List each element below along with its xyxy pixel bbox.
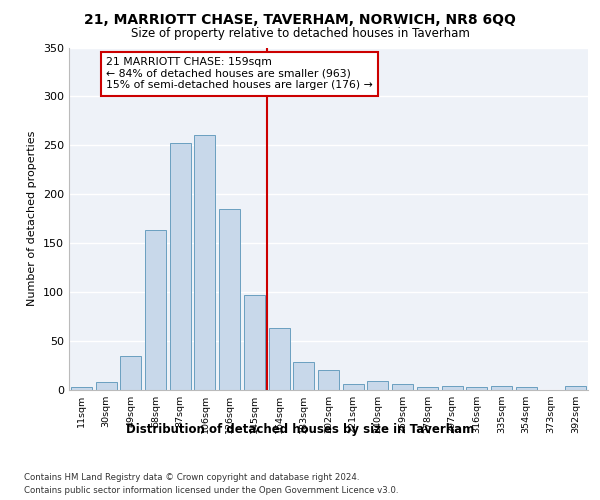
Bar [318,370,339,390]
Bar [71,387,92,390]
Bar [95,382,116,390]
Bar [293,362,314,390]
Bar [219,209,240,390]
Bar [392,384,413,390]
Bar [269,328,290,390]
Bar [170,144,191,390]
Text: 21, MARRIOTT CHASE, TAVERHAM, NORWICH, NR8 6QQ: 21, MARRIOTT CHASE, TAVERHAM, NORWICH, N… [84,12,516,26]
Text: Size of property relative to detached houses in Taverham: Size of property relative to detached ho… [131,28,469,40]
Text: Contains HM Land Registry data © Crown copyright and database right 2024.: Contains HM Land Registry data © Crown c… [24,472,359,482]
Bar [491,386,512,390]
Bar [516,387,537,390]
Text: Contains public sector information licensed under the Open Government Licence v3: Contains public sector information licen… [24,486,398,495]
Bar [244,295,265,390]
Bar [442,386,463,390]
Bar [194,134,215,390]
Bar [565,386,586,390]
Bar [343,384,364,390]
Bar [145,230,166,390]
Text: Distribution of detached houses by size in Taverham: Distribution of detached houses by size … [126,422,474,436]
Bar [417,387,438,390]
Text: 21 MARRIOTT CHASE: 159sqm
← 84% of detached houses are smaller (963)
15% of semi: 21 MARRIOTT CHASE: 159sqm ← 84% of detac… [106,58,373,90]
Bar [466,387,487,390]
Y-axis label: Number of detached properties: Number of detached properties [28,131,37,306]
Bar [367,381,388,390]
Bar [120,356,141,390]
